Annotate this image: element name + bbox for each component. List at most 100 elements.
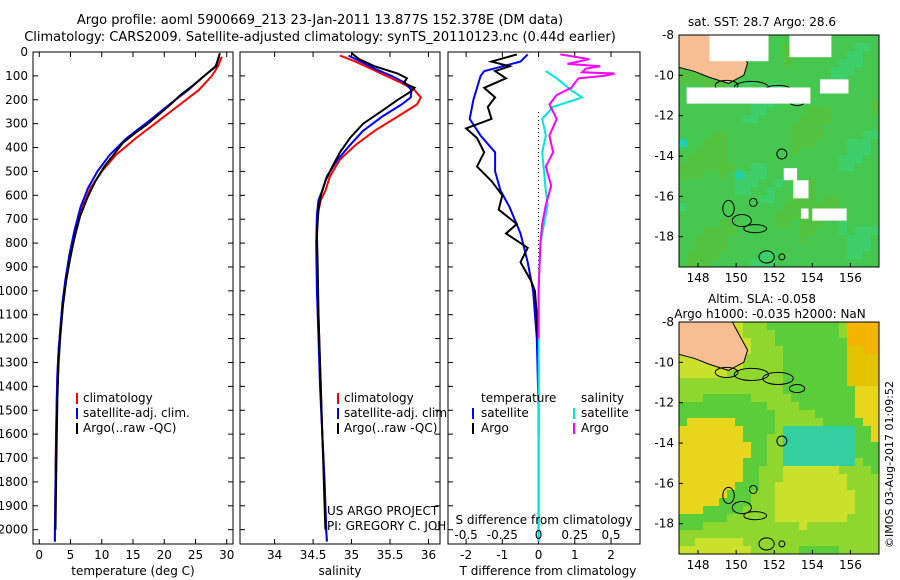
temperature-xtick-label: 5 [67, 548, 75, 562]
sla_map-cell [775, 434, 783, 442]
sla_map-cell [823, 346, 831, 354]
sst_map-cell [799, 219, 807, 227]
sla_map-cell [703, 378, 711, 386]
sla_map-cell [799, 378, 807, 386]
sst_map-island-outline [731, 214, 752, 228]
sst_map-cell [855, 51, 863, 59]
sla_map-cell [799, 546, 807, 554]
sst_map-cell [751, 211, 759, 219]
sla_map-cell [711, 394, 719, 402]
sst_map-cell [735, 123, 743, 131]
sst_map-cell [679, 187, 687, 195]
sst_map-cell [735, 251, 743, 259]
sst_map-cell [823, 155, 831, 163]
sst_map-cell [791, 163, 799, 171]
sst_map-cell [815, 187, 823, 195]
sla_map-cell [759, 466, 767, 474]
sst_map-cell [847, 147, 855, 155]
sla_map-cell [871, 450, 879, 458]
sst_map-cell [807, 75, 815, 83]
sla_map-cell [703, 418, 711, 426]
sst_map-cell [831, 51, 839, 59]
sla_map-cell [783, 450, 791, 458]
sst_map-cell [703, 75, 711, 83]
sla_map-cell [839, 322, 847, 330]
sst_map-cell [767, 203, 775, 211]
header-title-line1: Argo profile: aoml 5900669_213 23-Jan-20… [76, 13, 564, 28]
sst_map-cell [791, 259, 799, 267]
sla_map-cell [791, 466, 799, 474]
sla_map-cell [815, 538, 823, 546]
sst_map-cell [767, 211, 775, 219]
sst_map-cell [855, 211, 863, 219]
sst_map-cell [823, 171, 831, 179]
sst_map-cell [711, 171, 719, 179]
sst_map-cell [711, 251, 719, 259]
sst_map-cell [847, 131, 855, 139]
sst_map-cell [727, 123, 735, 131]
sst_map-cell [735, 171, 743, 179]
sst_map-cell [799, 75, 807, 83]
sla_map-cell [687, 522, 695, 530]
sla_map-cell [871, 466, 879, 474]
sst_map-cell [863, 59, 871, 67]
sst_map-cell [679, 123, 687, 131]
sst_map-cell [791, 211, 799, 219]
differences-xtick-label: 2 [607, 548, 615, 562]
sla_map-cell [751, 426, 759, 434]
sst_map-cell [687, 219, 695, 227]
sla_map-cell [863, 386, 871, 394]
sla_map-cell [791, 538, 799, 546]
sst_map-cell [751, 75, 759, 83]
sst_map-cell [855, 67, 863, 75]
differences-xtick-label: -2 [460, 548, 472, 562]
sla_map-cell [711, 482, 719, 490]
sst_map-cell [735, 227, 743, 235]
sst_map-cell [791, 203, 799, 211]
sla_map-cell [727, 418, 735, 426]
sst_map-cell [783, 235, 791, 243]
sla_map-cell [807, 410, 815, 418]
sst_map-cell [751, 187, 759, 195]
sst_map-cell [759, 179, 767, 187]
sst_map-cell [767, 123, 775, 131]
sla_map-cell [719, 426, 727, 434]
sla_map-cell [727, 378, 735, 386]
sst_map-cell [871, 155, 879, 163]
temp-legend-climatology: climatology [83, 391, 153, 405]
sst_map-cell [735, 131, 743, 139]
sla_map-cell [743, 546, 751, 554]
sla_map-cell [847, 538, 855, 546]
sst_map-cell [831, 123, 839, 131]
sla_map-cell [839, 522, 847, 530]
sst_map-cell [759, 123, 767, 131]
sla_map-cell [839, 338, 847, 346]
sla_map-cell [703, 370, 711, 378]
sst_map-cell [751, 155, 759, 163]
sst_map-cell [767, 243, 775, 251]
sla_map-cell [839, 466, 847, 474]
sla_map-cell [799, 338, 807, 346]
sst_map-cell [863, 115, 871, 123]
sst_map-cloud-mask [686, 87, 811, 104]
sst_map-cell [711, 131, 719, 139]
sla_map-cell [695, 418, 703, 426]
sla_map-cell [855, 346, 863, 354]
sst_map-cell [847, 59, 855, 67]
sst_map-cell [823, 139, 831, 147]
sst_map-cell [703, 203, 711, 211]
sst_map-cell [799, 259, 807, 267]
sla_map-cell [847, 346, 855, 354]
sla_map-cell [783, 474, 791, 482]
sst_map-cell [703, 259, 711, 267]
sst_map-cell [703, 219, 711, 227]
sla_map-cell [743, 530, 751, 538]
sla_map-cell [815, 330, 823, 338]
sst_map-cloud-mask [783, 168, 798, 181]
sst_map-cell [687, 235, 695, 243]
sst_map-cell [767, 83, 775, 91]
sla_map-cell [767, 402, 775, 410]
sst_map-cell [839, 171, 847, 179]
sst_map-cell [863, 107, 871, 115]
sla_map-cell [767, 482, 775, 490]
